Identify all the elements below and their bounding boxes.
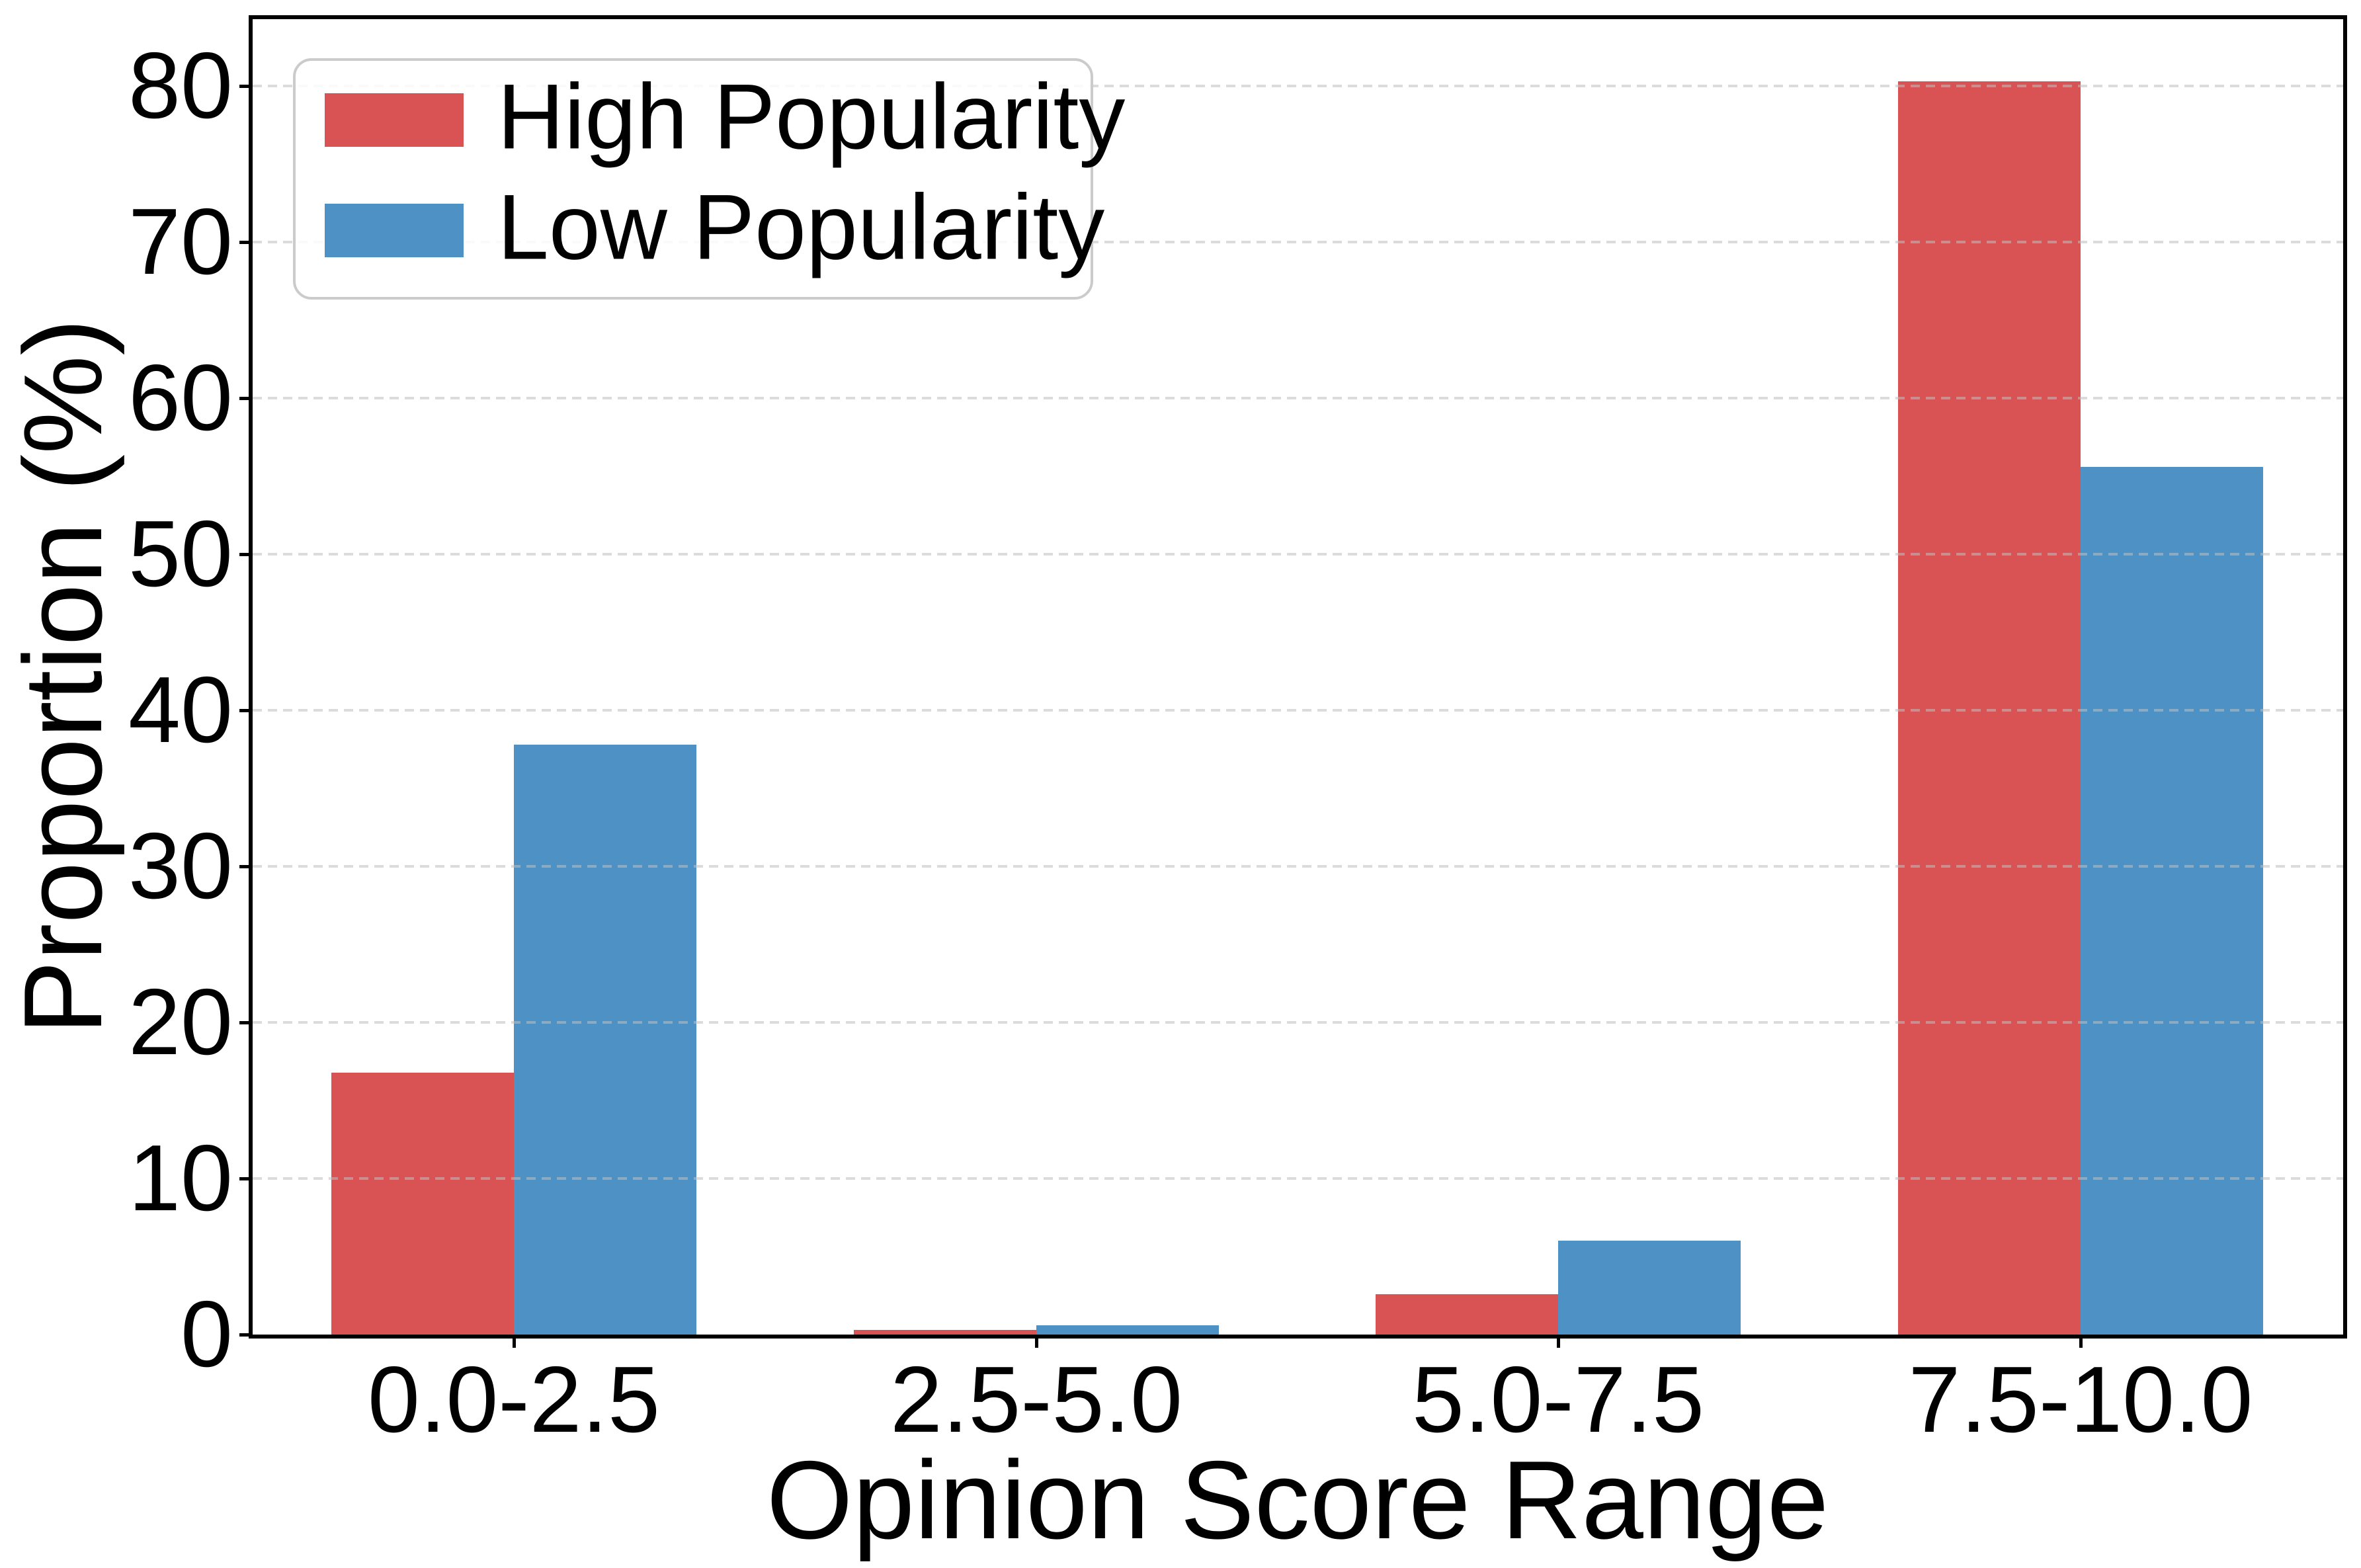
plot-area xyxy=(253,19,2343,1335)
y-tick-mark-20 xyxy=(239,1021,251,1024)
y-tick-label-20: 20 xyxy=(128,970,233,1075)
x-tick-label-2.5-5.0: 2.5-5.0 xyxy=(890,1347,1183,1452)
y-tick-mark-10 xyxy=(239,1177,251,1180)
y-tick-label-60: 60 xyxy=(128,345,233,450)
y-tick-mark-30 xyxy=(239,865,251,868)
gridline-40 xyxy=(253,709,2343,712)
bar-low-popularity-2.5-5.0 xyxy=(1036,1325,1219,1335)
y-tick-mark-50 xyxy=(239,553,251,556)
y-tick-mark-60 xyxy=(239,397,251,400)
x-tick-mark-7.5-10.0 xyxy=(2079,1337,2083,1348)
y-tick-mark-80 xyxy=(239,85,251,88)
x-tick-label-5.0-7.5: 5.0-7.5 xyxy=(1411,1347,1705,1452)
bar-low-popularity-0.0-2.5 xyxy=(514,745,696,1335)
bar-high-popularity-5.0-7.5 xyxy=(1376,1294,1558,1335)
x-tick-label-7.5-10.0: 7.5-10.0 xyxy=(1908,1347,2253,1452)
legend-item-low-popularity: Low Popularity xyxy=(296,181,1104,273)
gridline-80 xyxy=(253,85,2343,87)
legend: High Popularity Low Popularity xyxy=(293,58,1125,300)
y-tick-label-80: 80 xyxy=(128,33,233,138)
gridline-60 xyxy=(253,397,2343,399)
legend-swatch-icon xyxy=(325,93,464,147)
x-tick-mark-0.0-2.5 xyxy=(513,1337,516,1348)
y-tick-mark-70 xyxy=(239,241,251,244)
legend-label: Low Popularity xyxy=(497,175,1105,279)
y-tick-mark-0 xyxy=(239,1333,251,1337)
x-tick-mark-2.5-5.0 xyxy=(1035,1337,1038,1348)
gridline-30 xyxy=(253,865,2343,868)
bar-high-popularity-0.0-2.5 xyxy=(331,1073,514,1335)
legend-item-high-popularity: High Popularity xyxy=(296,70,1125,163)
y-tick-mark-40 xyxy=(239,709,251,712)
y-tick-label-70: 70 xyxy=(128,189,233,294)
gridline-50 xyxy=(253,553,2343,556)
legend-label: High Popularity xyxy=(497,64,1126,169)
legend-swatch-icon xyxy=(325,204,464,257)
y-tick-label-50: 50 xyxy=(128,501,233,606)
gridline-70 xyxy=(253,241,2343,243)
y-tick-label-40: 40 xyxy=(128,657,233,763)
y-axis-label: Proportion (%) xyxy=(1,318,125,1035)
y-tick-label-0: 0 xyxy=(181,1282,233,1387)
bar-low-popularity-7.5-10.0 xyxy=(2081,467,2263,1335)
x-tick-label-0.0-2.5: 0.0-2.5 xyxy=(367,1347,661,1452)
bar-high-popularity-2.5-5.0 xyxy=(854,1330,1036,1335)
x-axis-label: Opinion Score Range xyxy=(766,1438,1829,1562)
gridline-20 xyxy=(253,1021,2343,1024)
y-tick-label-10: 10 xyxy=(128,1126,233,1231)
x-tick-mark-5.0-7.5 xyxy=(1557,1337,1560,1348)
bar-high-popularity-7.5-10.0 xyxy=(1898,81,2081,1335)
y-tick-label-30: 30 xyxy=(128,813,233,919)
bar-low-popularity-5.0-7.5 xyxy=(1558,1241,1741,1335)
gridline-10 xyxy=(253,1177,2343,1180)
